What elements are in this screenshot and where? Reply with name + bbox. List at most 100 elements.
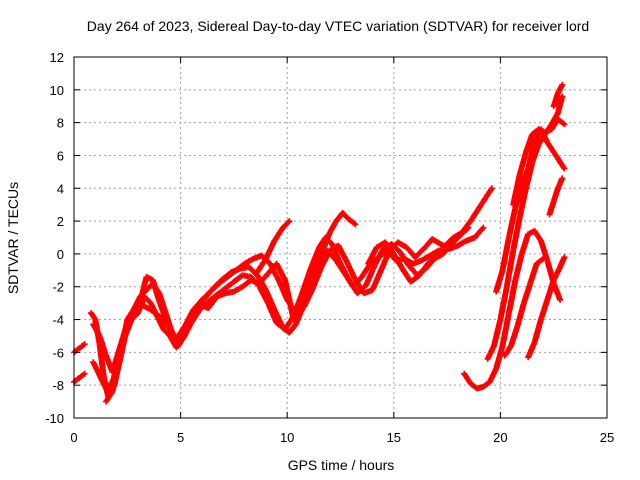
data-point-run <box>208 281 221 294</box>
data-point-run <box>383 240 396 256</box>
data-point-run <box>347 217 358 227</box>
data-point-run <box>299 282 314 312</box>
data-point-run <box>523 132 535 154</box>
data-point-run <box>391 252 405 271</box>
data-point-run <box>419 253 432 263</box>
data-point-run <box>534 256 545 266</box>
data-point-run <box>370 268 384 292</box>
data-point-run <box>440 242 454 256</box>
y-tick-label: 2 <box>57 214 64 229</box>
y-tick-label: -10 <box>45 411 64 426</box>
data-point-run <box>135 295 147 315</box>
data-point-run <box>475 384 485 392</box>
data-point-run <box>180 316 194 338</box>
data-point-run <box>485 186 494 197</box>
data-point-run <box>481 379 492 389</box>
data-point-run <box>263 239 277 261</box>
x-tick-label: 20 <box>493 430 507 445</box>
data-point-run <box>512 252 525 282</box>
data-point-run <box>426 253 439 266</box>
data-point-run <box>451 230 464 240</box>
data-point-run <box>247 265 260 278</box>
data-point-run <box>543 127 553 135</box>
data-point-run <box>538 298 550 321</box>
data-point-run <box>310 265 324 290</box>
data-point-run <box>257 285 271 305</box>
data-point-run <box>97 334 109 358</box>
data-point-run <box>129 311 140 322</box>
data-point-run <box>255 257 268 274</box>
y-tick-label: -2 <box>52 280 64 295</box>
data-point-run <box>104 380 115 391</box>
data-point-run <box>78 342 87 350</box>
data-point-run <box>72 375 83 384</box>
y-tick-label: -4 <box>52 313 64 328</box>
data-point-run <box>234 261 247 273</box>
data-point-run <box>291 307 305 322</box>
data-point-run <box>355 283 368 296</box>
data-point-run <box>206 294 219 310</box>
data-point-run <box>532 229 543 243</box>
data-point-run <box>514 301 527 328</box>
data-point-run <box>142 294 153 305</box>
data-point-run <box>499 311 512 348</box>
data-point-run <box>521 282 533 305</box>
data-point-run <box>417 262 430 277</box>
data-point-run <box>519 232 531 256</box>
x-tick-label: 15 <box>387 430 401 445</box>
data-point-run <box>150 278 162 303</box>
data-point-run <box>109 364 122 394</box>
data-point-run <box>351 275 364 289</box>
data-point-run <box>555 94 565 115</box>
data-point-run <box>287 322 298 335</box>
data-point-run <box>413 247 426 259</box>
data-point <box>286 218 293 225</box>
data-point-run <box>493 268 506 294</box>
data-point-run <box>462 372 473 386</box>
data-point <box>557 296 564 303</box>
data-point-run <box>491 318 503 348</box>
data-point-run <box>510 216 523 253</box>
data-point-run <box>460 219 473 235</box>
data-point-run <box>340 211 351 222</box>
data-point-run <box>504 249 516 289</box>
data-point-run <box>389 242 402 255</box>
data-point-run <box>497 285 510 321</box>
data-point-run <box>545 140 556 154</box>
data-point <box>540 255 547 262</box>
data-point-run <box>308 245 322 271</box>
data-point-run <box>336 244 350 264</box>
data-point-run <box>344 260 358 282</box>
data-point-run <box>476 193 490 210</box>
data-point-run <box>103 390 115 404</box>
data-point-run <box>472 225 486 240</box>
data-point-run <box>526 228 536 237</box>
data-point-run <box>409 273 422 284</box>
data-point <box>559 175 566 182</box>
data-point <box>561 165 568 172</box>
data-point <box>561 254 568 261</box>
data-point-run <box>363 263 377 287</box>
data-point-run <box>272 226 286 243</box>
data-point-run <box>327 219 339 235</box>
data-point-run <box>323 235 334 246</box>
data-point-run <box>281 219 292 230</box>
data-point-run <box>508 324 520 348</box>
data-point-run <box>506 206 518 239</box>
data-point-run <box>143 304 153 312</box>
data-point-run <box>443 235 456 248</box>
data-point-run <box>274 262 288 282</box>
data-point-run <box>525 140 538 170</box>
data-point-run <box>189 303 202 320</box>
data-point <box>81 341 88 348</box>
data-point-run <box>88 311 98 322</box>
data-point-run <box>263 288 277 312</box>
y-tick-label: 10 <box>50 83 64 98</box>
data-point-run <box>334 258 347 276</box>
data-point-run <box>502 344 514 358</box>
data-point-run <box>430 237 443 247</box>
chart-title: Day 264 of 2023, Sidereal Day-to-day VTE… <box>87 18 589 34</box>
data-point-run <box>78 371 87 379</box>
data-point-run <box>325 248 339 263</box>
